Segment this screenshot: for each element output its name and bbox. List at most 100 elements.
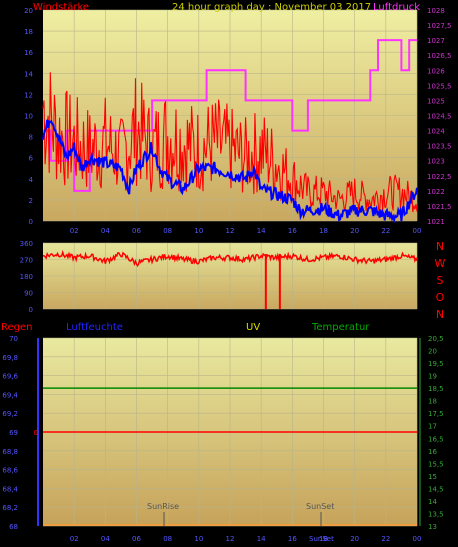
direction-y-tick-label: 0 bbox=[29, 306, 33, 314]
x-tick-label: 10 bbox=[194, 227, 203, 235]
wind-y-tick-label: 16 bbox=[24, 49, 33, 57]
wind-y-tick-label: 10 bbox=[24, 113, 33, 121]
wind-y-tick-label: 2 bbox=[29, 197, 33, 205]
x-tick-label: 12 bbox=[226, 227, 235, 235]
environment-series bbox=[43, 387, 417, 526]
x-axis-ticks: 02 02 04 04 06 06 08 08 10 10 12 12 14 14 16 16 18 18 20 20… bbox=[70, 227, 422, 543]
chart-title: 24 hour graph day : November 03 2017 bbox=[172, 2, 371, 13]
temperature-tick-label: 18 bbox=[428, 398, 437, 406]
y-axis-ticks: 2018161412108642010281027,510271026,5102… bbox=[2, 7, 451, 531]
temperature-tick-label: 20 bbox=[428, 348, 437, 356]
temperature-tick-label: 14 bbox=[428, 498, 437, 506]
x-tick-label: 18 bbox=[319, 535, 328, 543]
x-tick-label: 22 bbox=[381, 227, 390, 235]
temperature-tick-label: 15,5 bbox=[428, 460, 444, 468]
wind-y-tick-label: 8 bbox=[29, 134, 33, 142]
wind-y-tick-label: 12 bbox=[24, 91, 33, 99]
x-tick-label: 00 bbox=[413, 227, 422, 235]
temperature-tick-label: 20,5 bbox=[428, 335, 444, 343]
pressure-tick-label: 1025 bbox=[427, 97, 445, 105]
pressure-tick-label: 1022 bbox=[427, 188, 445, 196]
compass-label: S bbox=[437, 274, 444, 287]
x-tick-label: 22 bbox=[381, 535, 390, 543]
uv-label: UV bbox=[246, 322, 260, 333]
x-tick-label: 16 bbox=[288, 227, 297, 235]
humidity-tick-label: 68,8 bbox=[2, 448, 18, 456]
direction-y-tick-label: 180 bbox=[20, 273, 33, 281]
wind-y-tick-label: 4 bbox=[29, 176, 34, 184]
pressure-tick-label: 1022,5 bbox=[427, 173, 452, 181]
pressure-tick-label: 1021 bbox=[427, 218, 445, 226]
x-tick-label: 06 bbox=[132, 227, 141, 235]
pressure-tick-label: 1023,5 bbox=[427, 143, 452, 151]
direction-y-tick-label: 360 bbox=[20, 240, 33, 248]
humidity-tick-label: 68,4 bbox=[2, 485, 18, 493]
pressure-tick-label: 1028 bbox=[427, 7, 445, 15]
temperature-label: Temperatur bbox=[311, 322, 370, 333]
humidity-tick-label: 70 bbox=[9, 335, 18, 343]
temperature-tick-label: 15 bbox=[428, 473, 437, 481]
humidity-tick-label: 69 bbox=[9, 429, 18, 437]
wind-y-tick-label: 0 bbox=[29, 218, 33, 226]
x-tick-label: 18 bbox=[319, 227, 328, 235]
x-tick-label: 14 bbox=[257, 535, 266, 543]
x-tick-label: 04 bbox=[101, 227, 110, 235]
wind-y-tick-label: 20 bbox=[24, 7, 33, 15]
humidity-tick-label: 68,2 bbox=[2, 504, 18, 512]
temperature-tick-label: 17,5 bbox=[428, 410, 444, 418]
pressure-tick-label: 1024,5 bbox=[427, 113, 452, 121]
humidity-tick-label: 68,6 bbox=[2, 467, 18, 475]
wind-gust-line bbox=[42, 72, 418, 213]
pressure-series bbox=[43, 39, 417, 192]
wind-y-tick-label: 6 bbox=[29, 155, 34, 163]
temperature-tick-label: 17 bbox=[428, 423, 437, 431]
pressure-tick-label: 1021,5 bbox=[427, 203, 452, 211]
pressure-tick-label: 1024 bbox=[427, 128, 445, 136]
temperature-tick-label: 16,5 bbox=[428, 435, 444, 443]
pressure-tick-label: 1023 bbox=[427, 158, 445, 166]
wind-gust-series bbox=[42, 72, 418, 213]
humidity-tick-label: 69,4 bbox=[2, 391, 18, 399]
compass-label: N bbox=[436, 240, 444, 253]
pressure-line bbox=[43, 39, 417, 192]
sunset-label: SunSet bbox=[306, 502, 334, 511]
humidity-tick-label: 68 bbox=[9, 523, 18, 531]
pressure-tick-label: 1027,5 bbox=[427, 22, 452, 30]
pressure-label: Luftdruck bbox=[373, 2, 420, 13]
compass-label: W bbox=[435, 257, 446, 270]
x-tick-label: 08 bbox=[163, 535, 172, 543]
temperature-tick-label: 18,5 bbox=[428, 385, 444, 393]
x-tick-label: 02 bbox=[70, 535, 79, 543]
compass-label: N bbox=[436, 308, 444, 321]
wind-y-tick-label: 14 bbox=[24, 70, 33, 78]
rain-tick-label: 0 bbox=[34, 429, 38, 437]
direction-y-tick-label: 90 bbox=[24, 290, 33, 298]
compass-label: O bbox=[436, 291, 445, 304]
pressure-tick-label: 1026 bbox=[427, 67, 445, 75]
temperature-tick-label: 19,5 bbox=[428, 360, 444, 368]
humidity-tick-label: 69,8 bbox=[2, 354, 18, 362]
x-tick-label: 00 bbox=[413, 535, 422, 543]
wind-speed-label: Windstärke bbox=[33, 2, 89, 13]
temperature-tick-label: 19 bbox=[428, 373, 437, 381]
humidity-tick-label: 69,2 bbox=[2, 410, 18, 418]
pressure-tick-label: 1026,5 bbox=[427, 52, 452, 60]
wind-avg-series bbox=[42, 119, 418, 224]
x-tick-label: 20 bbox=[350, 535, 359, 543]
humidity-tick-label: 69,6 bbox=[2, 373, 18, 381]
x-tick-label: 16 bbox=[288, 535, 297, 543]
wind-y-tick-label: 18 bbox=[24, 28, 33, 36]
temperature-tick-label: 13,5 bbox=[428, 510, 444, 518]
x-tick-label: 04 bbox=[101, 535, 110, 543]
x-tick-label: 08 bbox=[163, 227, 172, 235]
direction-line bbox=[42, 249, 418, 267]
temperature-tick-label: 13 bbox=[428, 523, 437, 531]
temperature-tick-label: 16 bbox=[428, 448, 437, 456]
wind-avg-line bbox=[42, 119, 418, 224]
direction-series bbox=[42, 249, 418, 309]
sunset-axis-label: SunSet bbox=[309, 535, 334, 543]
humidity-label: Luftfeuchte bbox=[66, 322, 123, 333]
pressure-tick-label: 1025,5 bbox=[427, 82, 452, 90]
